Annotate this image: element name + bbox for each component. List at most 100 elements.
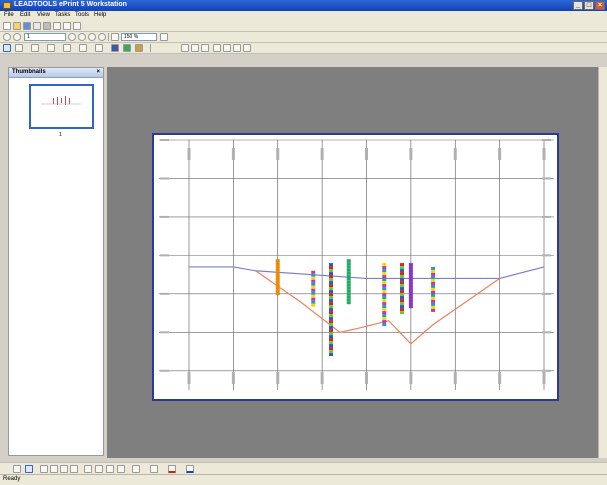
thumbnails-panel: Thumbnails × 1 (8, 67, 104, 456)
log-segment (431, 302, 436, 306)
log-segment (346, 262, 351, 266)
highlight-icon[interactable] (31, 44, 39, 52)
group-icon[interactable] (213, 44, 221, 52)
chart-ticks (160, 139, 551, 384)
draw-icon[interactable] (40, 465, 48, 473)
fill-color-icon[interactable] (150, 465, 158, 473)
next-page-icon[interactable] (68, 33, 76, 41)
image-icon[interactable] (111, 44, 119, 52)
refresh-icon[interactable] (98, 33, 106, 41)
arrow-icon[interactable] (63, 44, 71, 52)
log-segment (408, 302, 413, 306)
link-icon[interactable] (95, 465, 103, 473)
maximize-button[interactable]: □ (584, 1, 594, 10)
close-button[interactable]: × (595, 1, 605, 10)
grid-icon[interactable] (132, 465, 140, 473)
minimize-button[interactable]: _ (573, 1, 583, 10)
log-segment (346, 265, 351, 269)
thumbnails-close-button[interactable]: × (96, 69, 100, 75)
print-icon[interactable] (43, 22, 51, 30)
page-thumbnail[interactable] (29, 84, 94, 129)
align-right-icon[interactable] (201, 44, 209, 52)
stamp-icon[interactable] (123, 44, 131, 52)
line-color-icon[interactable] (168, 465, 176, 473)
log-segment (275, 283, 280, 287)
new-icon[interactable] (3, 22, 11, 30)
send-back-icon[interactable] (243, 44, 251, 52)
menu-file[interactable]: File (4, 12, 14, 18)
ellipse-icon[interactable] (60, 465, 68, 473)
menu-help[interactable]: Help (94, 12, 107, 18)
bring-front-icon[interactable] (233, 44, 241, 52)
attach-icon[interactable] (106, 465, 114, 473)
rectangle-icon[interactable] (50, 465, 58, 473)
toolbar-separator (150, 44, 151, 52)
zoom-field[interactable]: 150 % (121, 33, 157, 41)
log-segment (329, 266, 333, 270)
go-page-icon[interactable] (88, 33, 96, 41)
y-tick-mark-left (160, 139, 169, 141)
single-page-icon[interactable] (25, 465, 33, 473)
log-segment (329, 353, 333, 357)
log-segment (311, 291, 316, 295)
x-tick-mark-bottom (498, 372, 502, 384)
log-segment (329, 278, 333, 282)
document-page[interactable] (152, 133, 559, 401)
page-number-field[interactable]: 1 (24, 33, 66, 41)
hotspot-icon[interactable] (117, 465, 125, 473)
zoom-icon[interactable] (111, 33, 119, 41)
y-tick-mark-right (542, 292, 551, 295)
log-segment (408, 284, 413, 288)
line-icon[interactable] (47, 44, 55, 52)
menu-tools[interactable]: Tools (75, 12, 90, 18)
y-tick-mark-right (542, 177, 551, 180)
log-segment (329, 329, 333, 333)
x-tick-mark-top (365, 148, 368, 160)
log-segment (400, 281, 404, 285)
zoom-in-icon[interactable] (160, 33, 168, 41)
log-segment (431, 269, 436, 273)
polygon-icon[interactable] (70, 465, 78, 473)
menu-tasks[interactable]: Tasks (55, 12, 71, 18)
open-icon[interactable] (13, 22, 21, 30)
align-center-icon[interactable] (191, 44, 199, 52)
log-segment (382, 305, 387, 309)
y-tick-mark-right (542, 139, 551, 141)
select-icon[interactable] (3, 44, 11, 52)
log-segment (346, 298, 351, 302)
text-icon[interactable] (95, 44, 103, 52)
last-page-icon[interactable] (78, 33, 86, 41)
font-icon[interactable] (84, 465, 92, 473)
vertical-scrollbar[interactable] (598, 67, 607, 458)
save-icon[interactable] (23, 22, 31, 30)
log-segment (311, 300, 316, 304)
y-tick-mark-left (160, 215, 169, 218)
shape-icon[interactable] (79, 44, 87, 52)
align-left-icon[interactable] (181, 44, 189, 52)
previous-page-icon[interactable] (13, 33, 21, 41)
copy-icon[interactable] (63, 22, 71, 30)
log-segment (329, 308, 333, 312)
menu-view[interactable]: View (37, 12, 50, 18)
page-view-icon[interactable] (13, 465, 21, 473)
log-segment (382, 275, 387, 279)
log-segment (311, 294, 316, 298)
x-tick-mark-bottom (365, 372, 368, 384)
log-segment (400, 290, 404, 294)
pen-icon[interactable] (15, 44, 23, 52)
log-segment (346, 271, 351, 275)
font-color-icon[interactable] (186, 465, 194, 473)
log-segment (329, 347, 333, 351)
log-segment (382, 284, 387, 288)
first-page-icon[interactable] (3, 33, 11, 41)
cut-icon[interactable] (53, 22, 61, 30)
undo-icon[interactable] (73, 22, 81, 30)
note-icon[interactable] (135, 44, 143, 52)
log-segment (346, 292, 351, 296)
menu-edit[interactable]: Edit (20, 12, 31, 18)
email-icon[interactable] (33, 22, 41, 30)
log-segment (311, 288, 316, 292)
log-segment (329, 275, 333, 279)
log-segment (329, 320, 333, 324)
ungroup-icon[interactable] (223, 44, 231, 52)
